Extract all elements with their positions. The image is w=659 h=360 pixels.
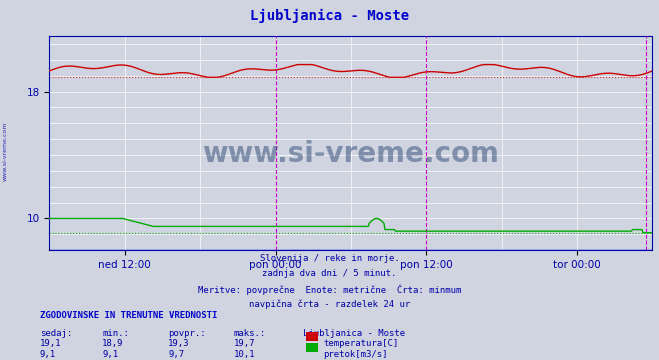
Text: povpr.:: povpr.: [168,329,206,338]
Text: Ljubljanica - Moste: Ljubljanica - Moste [250,9,409,23]
Text: www.si-vreme.com: www.si-vreme.com [3,121,8,181]
Text: ZGODOVINSKE IN TRENUTNE VREDNOSTI: ZGODOVINSKE IN TRENUTNE VREDNOSTI [40,311,217,320]
Text: 9,7: 9,7 [168,350,184,359]
Text: 10,1: 10,1 [234,350,256,359]
Text: pretok[m3/s]: pretok[m3/s] [324,350,388,359]
Text: temperatura[C]: temperatura[C] [324,339,399,348]
Text: maks.:: maks.: [234,329,266,338]
Text: 18,9: 18,9 [102,339,124,348]
Text: zadnja dva dni / 5 minut.: zadnja dva dni / 5 minut. [262,269,397,278]
Text: Ljubljanica - Moste: Ljubljanica - Moste [303,329,405,338]
Text: Meritve: povprečne  Enote: metrične  Črta: minmum: Meritve: povprečne Enote: metrične Črta:… [198,284,461,294]
Text: min.:: min.: [102,329,129,338]
Text: 19,7: 19,7 [234,339,256,348]
Text: Slovenija / reke in morje.: Slovenija / reke in morje. [260,254,399,263]
Text: sedaj:: sedaj: [40,329,72,338]
Text: www.si-vreme.com: www.si-vreme.com [202,140,500,168]
Text: navpična črta - razdelek 24 ur: navpična črta - razdelek 24 ur [249,299,410,309]
Text: 19,3: 19,3 [168,339,190,348]
Text: 19,1: 19,1 [40,339,61,348]
Text: 9,1: 9,1 [102,350,118,359]
Text: 9,1: 9,1 [40,350,55,359]
